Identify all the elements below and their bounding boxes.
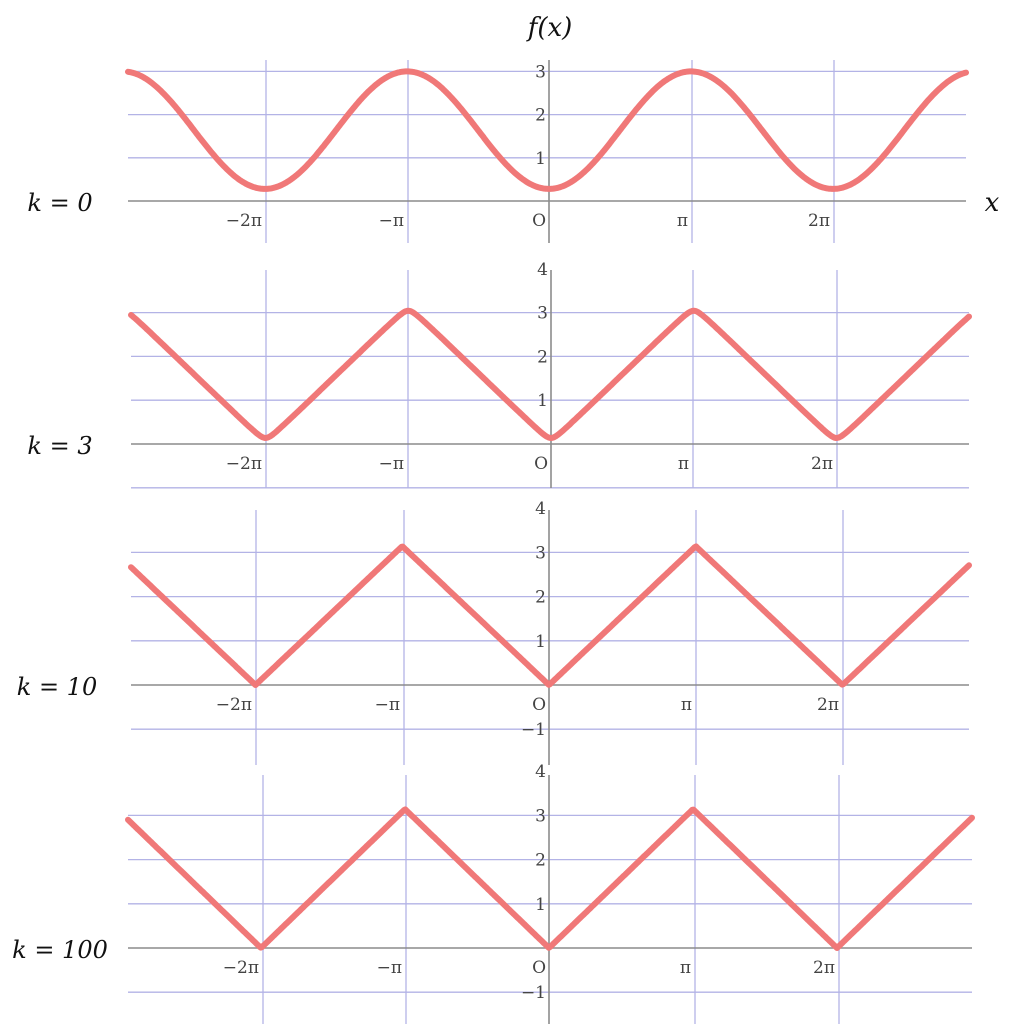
series-line-k-0 [125, 68, 969, 192]
x-tick-label: π [677, 211, 688, 231]
x-tick-label: −π [379, 211, 404, 231]
y-tick-label: 1 [537, 391, 548, 411]
x-tick-label: −2π [216, 695, 252, 715]
y-tick-label: 3 [535, 806, 546, 826]
y-tick-label: 2 [537, 347, 548, 367]
x-tick-label: −π [379, 454, 404, 474]
series-line-k-3 [128, 307, 972, 441]
series-line-k-10 [128, 543, 972, 688]
y-tick-label: 1 [535, 632, 546, 652]
y-tick-label: 1 [535, 895, 546, 915]
x-tick-label: −2π [226, 454, 262, 474]
panel-label: k = 100 [12, 936, 108, 964]
x-tick-label: O [532, 695, 546, 715]
y-tick-label: −1 [521, 983, 546, 1003]
x-tick-label: O [534, 454, 548, 474]
y-tick-label: 4 [535, 499, 546, 519]
panel-label: k = 10 [17, 673, 97, 701]
x-tick-label: π [680, 958, 691, 978]
y-tick-label: 4 [535, 762, 546, 782]
y-tick-label: 1 [535, 149, 546, 169]
x-tick-label: −2π [223, 958, 259, 978]
y-tick-label: 3 [535, 62, 546, 82]
x-tick-label: O [532, 211, 546, 231]
y-tick-label: 2 [535, 588, 546, 608]
x-tick-label: π [681, 695, 692, 715]
y-tick-label: 2 [535, 106, 546, 126]
chart-title: f(x) [526, 13, 573, 43]
x-tick-label: π [678, 454, 689, 474]
x-tick-label: −π [377, 958, 402, 978]
y-tick-label: 4 [537, 260, 548, 280]
y-tick-label: −1 [521, 720, 546, 740]
x-tick-label: 2π [811, 454, 833, 474]
panel-label: k = 3 [27, 432, 92, 460]
x-tick-label: O [532, 958, 546, 978]
x-tick-label: 2π [817, 695, 839, 715]
y-tick-label: 3 [537, 304, 548, 324]
y-tick-label: 3 [535, 543, 546, 563]
y-tick-label: 2 [535, 851, 546, 871]
x-tick-label: 2π [808, 211, 830, 231]
x-tick-label: 2π [813, 958, 835, 978]
panel-label: k = 0 [27, 189, 92, 217]
x-tick-label: −π [375, 695, 400, 715]
x-tick-label: −2π [226, 211, 262, 231]
x-axis-label: x [985, 188, 1000, 218]
series-line-k-100 [125, 806, 975, 951]
